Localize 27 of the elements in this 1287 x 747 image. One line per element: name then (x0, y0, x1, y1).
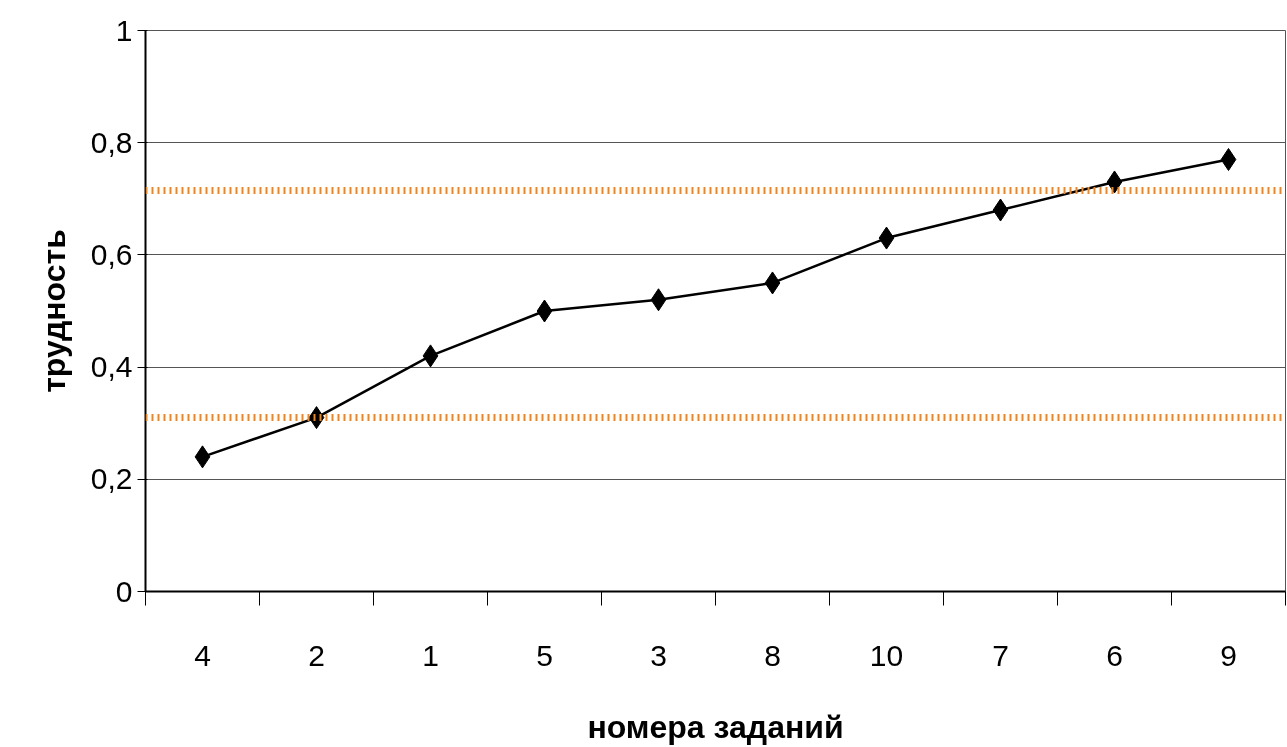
y-tick-label: 0,4 (90, 350, 133, 384)
y-tick-label: 0 (115, 574, 133, 608)
point (1220, 148, 1237, 172)
x-tick-label: 1 (422, 638, 439, 672)
point (764, 271, 781, 295)
x-tick-label: 10 (869, 638, 904, 672)
point (536, 299, 553, 323)
x-axis-title: номера заданий (587, 708, 844, 745)
x-tick-label: 5 (536, 638, 553, 672)
x-tick-label: 9 (1220, 638, 1237, 672)
y-axis-title: трудность (35, 229, 72, 393)
x-tick-label: 7 (992, 638, 1009, 672)
point (1106, 170, 1123, 194)
y-tick-label: 1 (115, 13, 133, 47)
x-tick-label: 2 (308, 638, 325, 672)
point (194, 445, 211, 469)
y-tick-label: 0,6 (90, 237, 133, 271)
y-tick-label: 0,2 (90, 462, 133, 496)
x-tick-label: 6 (1106, 638, 1123, 672)
point (422, 344, 439, 368)
point (650, 288, 667, 312)
x-tick-label: 8 (764, 638, 781, 672)
x-tick-label: 3 (650, 638, 667, 672)
x-tick-label: 4 (194, 638, 211, 672)
y-tick-label: 0,8 (90, 125, 133, 159)
point (878, 226, 895, 250)
point (992, 198, 1009, 222)
